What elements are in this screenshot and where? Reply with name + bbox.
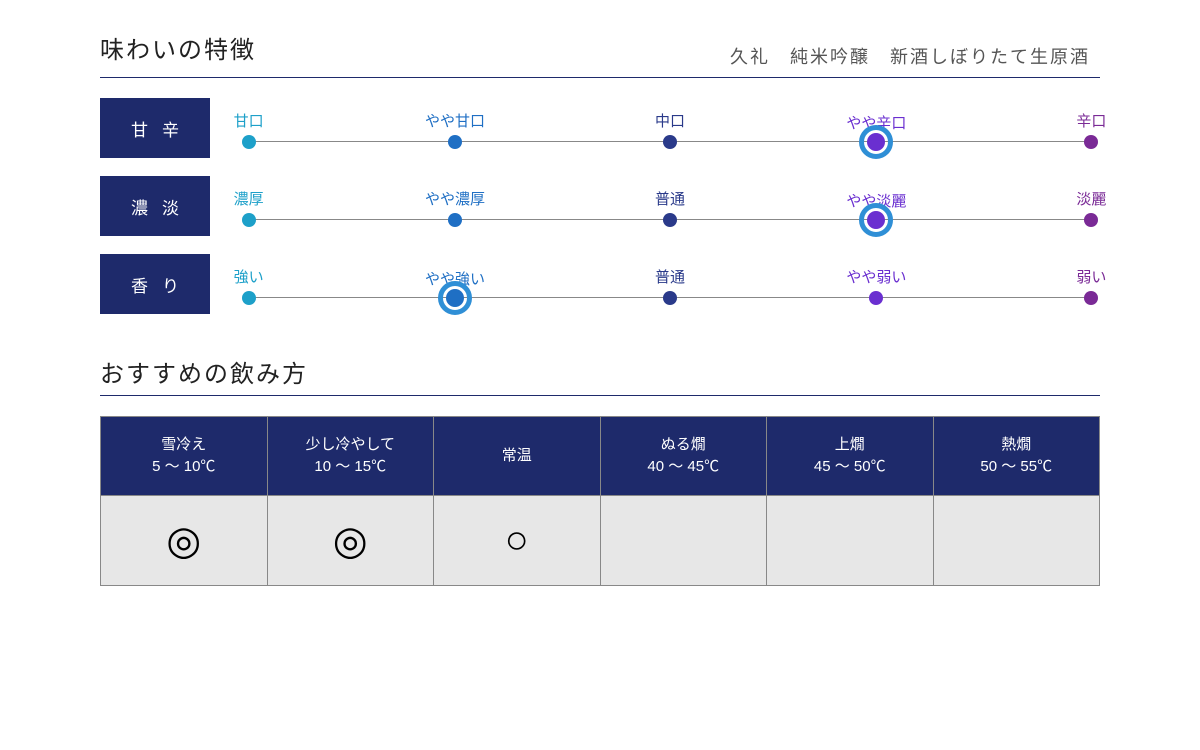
- scale-point: 強い: [242, 291, 256, 305]
- scale-dot: [448, 135, 462, 149]
- selection-ring-icon: [859, 125, 893, 159]
- selection-ring-icon: [438, 281, 472, 315]
- serving-section: おすすめの飲み方 雪冷え5 〜 10℃◎少し冷やして10 〜 15℃◎常温○ぬる…: [100, 354, 1100, 586]
- scale-point: 弱い: [1084, 291, 1098, 305]
- scale-point: やや強い: [446, 289, 464, 307]
- serving-mark: ○: [434, 495, 600, 585]
- scale-dot: [242, 213, 256, 227]
- scale-dot: [1084, 213, 1098, 227]
- scale-dot: [1084, 135, 1098, 149]
- scale-point: やや辛口: [867, 133, 885, 151]
- scale-row: 香り強いやや強い普通やや弱い弱い: [100, 254, 1100, 314]
- scale-body: 甘口やや甘口中口やや辛口辛口: [240, 98, 1100, 158]
- serving-mark: [767, 495, 933, 585]
- serving-column: 雪冷え5 〜 10℃◎: [100, 416, 268, 586]
- serving-column: 上燗45 〜 50℃: [766, 416, 934, 586]
- serving-name: 熱燗: [1001, 434, 1031, 457]
- scale-point-label: 中口: [655, 110, 685, 131]
- taste-scales: 甘辛甘口やや甘口中口やや辛口辛口濃淡濃厚やや濃厚普通やや淡麗淡麗香り強いやや強い…: [100, 98, 1100, 314]
- serving-name: 少し冷やして: [305, 434, 395, 457]
- serving-divider: [100, 395, 1100, 396]
- serving-name: 上燗: [835, 434, 865, 457]
- selection-ring-icon: [859, 203, 893, 237]
- scale-point: 甘口: [242, 135, 256, 149]
- serving-mark: [601, 495, 767, 585]
- serving-header: 少し冷やして10 〜 15℃: [268, 417, 434, 495]
- scale-label: 香り: [100, 254, 210, 314]
- scale-point: 濃厚: [242, 213, 256, 227]
- serving-column: ぬる燗40 〜 45℃: [600, 416, 768, 586]
- serving-temp: 45 〜 50℃: [814, 456, 886, 479]
- serving-temp: 40 〜 45℃: [647, 456, 719, 479]
- scale-point: 普通: [663, 213, 677, 227]
- scale-dot: [242, 135, 256, 149]
- scale-point-label: 辛口: [1076, 110, 1106, 131]
- scale-point: 中口: [663, 135, 677, 149]
- scale-dot: [448, 213, 462, 227]
- scale-label: 濃淡: [100, 176, 210, 236]
- serving-temp: 50 〜 55℃: [980, 456, 1052, 479]
- serving-header: 雪冷え5 〜 10℃: [101, 417, 267, 495]
- scale-point-label: 普通: [655, 188, 685, 209]
- scale-point: 辛口: [1084, 135, 1098, 149]
- serving-header: 常温: [434, 417, 600, 495]
- serving-header: ぬる燗40 〜 45℃: [601, 417, 767, 495]
- scale-point-label: やや弱い: [846, 266, 906, 287]
- serving-mark: [934, 495, 1100, 585]
- scale-dot: [869, 291, 883, 305]
- scale-dot: [663, 135, 677, 149]
- taste-divider: [100, 77, 1100, 78]
- serving-name: ぬる燗: [661, 434, 706, 457]
- serving-mark: ◎: [101, 495, 267, 585]
- scale-point-label: 甘口: [234, 110, 264, 131]
- scale-row: 甘辛甘口やや甘口中口やや辛口辛口: [100, 98, 1100, 158]
- scale-point-label: 弱い: [1076, 266, 1106, 287]
- page-root: 味わいの特徴 久礼 純米吟醸 新酒しぼりたて生原酒 甘辛甘口やや甘口中口やや辛口…: [0, 0, 1200, 586]
- scale-dot: [242, 291, 256, 305]
- scale-body: 強いやや強い普通やや弱い弱い: [240, 254, 1100, 314]
- scale-point-label: 強い: [234, 266, 264, 287]
- scale-point-label: 普通: [655, 266, 685, 287]
- scale-point-label: 淡麗: [1076, 188, 1106, 209]
- serving-temp: 5 〜 10℃: [152, 456, 215, 479]
- scale-point-label: 濃厚: [234, 188, 264, 209]
- serving-name: 常温: [502, 445, 532, 468]
- serving-mark: ◎: [268, 495, 434, 585]
- scale-point-label: やや濃厚: [425, 188, 485, 209]
- serving-header: 熱燗50 〜 55℃: [934, 417, 1100, 495]
- serving-temp: 10 〜 15℃: [314, 456, 386, 479]
- scale-point: 普通: [663, 291, 677, 305]
- scale-dot: [663, 213, 677, 227]
- scale-point: やや淡麗: [867, 211, 885, 229]
- scale-point: やや弱い: [869, 291, 883, 305]
- scale-body: 濃厚やや濃厚普通やや淡麗淡麗: [240, 176, 1100, 236]
- taste-section: 味わいの特徴 久礼 純米吟醸 新酒しぼりたて生原酒 甘辛甘口やや甘口中口やや辛口…: [100, 30, 1100, 314]
- serving-name: 雪冷え: [161, 434, 206, 457]
- scale-point: やや甘口: [448, 135, 462, 149]
- scale-point-label: やや甘口: [425, 110, 485, 131]
- serving-table: 雪冷え5 〜 10℃◎少し冷やして10 〜 15℃◎常温○ぬる燗40 〜 45℃…: [100, 416, 1100, 586]
- serving-column: 熱燗50 〜 55℃: [933, 416, 1101, 586]
- scale-row: 濃淡濃厚やや濃厚普通やや淡麗淡麗: [100, 176, 1100, 236]
- scale-dot: [663, 291, 677, 305]
- serving-column: 少し冷やして10 〜 15℃◎: [267, 416, 435, 586]
- serving-title: おすすめの飲み方: [100, 354, 1100, 389]
- scale-label: 甘辛: [100, 98, 210, 158]
- scale-point: やや濃厚: [448, 213, 462, 227]
- scale-point: 淡麗: [1084, 213, 1098, 227]
- serving-column: 常温 ○: [433, 416, 601, 586]
- scale-dot: [1084, 291, 1098, 305]
- serving-header: 上燗45 〜 50℃: [767, 417, 933, 495]
